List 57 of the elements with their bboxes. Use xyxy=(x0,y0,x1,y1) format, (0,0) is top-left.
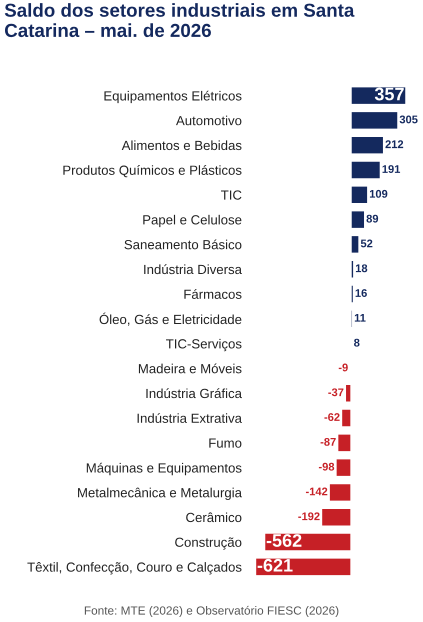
source-note: Fonte: MTE (2026) e Observatório FIESC (2026) xyxy=(84,606,338,618)
y-tick-label: Saneamento Básico xyxy=(124,239,242,250)
y-tick-label: Papel e Celulose xyxy=(143,214,242,228)
data-label: 18 xyxy=(356,264,368,272)
data-label: 357 xyxy=(374,88,404,100)
bar xyxy=(254,557,352,576)
data-label: -62 xyxy=(324,413,340,422)
y-tick-label: Metalmecânica e Metalurgia xyxy=(78,488,242,500)
y-tick-label: Fármacos xyxy=(184,289,242,299)
y-tick-label: Alimentos e Bebidas xyxy=(122,140,242,150)
bar xyxy=(328,482,352,502)
y-tick-label: Equipamentos Elétricos xyxy=(104,90,242,104)
bar xyxy=(350,136,384,155)
y-tick-label: Indústria Gráfica xyxy=(146,388,242,398)
bar xyxy=(350,260,354,279)
y-tick-label: Construção xyxy=(175,537,242,550)
bar xyxy=(350,160,382,180)
data-label: 191 xyxy=(382,165,400,173)
y-tick-label: Produtos Químicos e Plásticos xyxy=(63,165,242,178)
data-label: -192 xyxy=(298,512,320,520)
data-label: 11 xyxy=(354,314,366,322)
bar xyxy=(350,234,360,254)
y-tick-label: TIC-Serviços xyxy=(166,338,242,352)
data-label: -87 xyxy=(320,438,336,446)
data-label: 109 xyxy=(370,190,388,198)
y-tick-label: Cerâmico xyxy=(186,512,242,522)
y-tick-label: Indústria Extrativa xyxy=(138,413,242,423)
y-tick-label: TIC xyxy=(221,190,242,200)
y-tick-label: Automotivo xyxy=(176,116,242,126)
bar xyxy=(336,433,352,452)
y-tick-label: Madeira e Móveis xyxy=(138,363,242,374)
data-label: -98 xyxy=(318,462,334,471)
data-label: -37 xyxy=(328,388,344,396)
bar xyxy=(350,284,354,304)
bar xyxy=(350,210,366,230)
bar xyxy=(350,185,368,204)
y-tick-label: Têxtil, Confecção, Couro e Calçados xyxy=(27,562,242,574)
bar xyxy=(320,508,352,527)
data-label: 89 xyxy=(366,214,378,223)
bar xyxy=(344,384,352,403)
data-label: -142 xyxy=(306,488,328,496)
y-tick-label: Fumo xyxy=(209,438,242,448)
bar xyxy=(350,110,399,130)
data-label: 305 xyxy=(400,116,418,124)
data-label: 8 xyxy=(354,338,360,347)
bar xyxy=(335,458,352,478)
y-tick-label: Máquinas e Equipamentos xyxy=(86,462,242,476)
data-label: 16 xyxy=(356,289,367,297)
data-label: 212 xyxy=(385,140,404,148)
y-tick-label: Indústria Diversa xyxy=(144,264,242,274)
data-label: -621 xyxy=(258,558,293,572)
chart-title: Saldo dos setores industriais em Santa Catarina – mai. de 2026 xyxy=(4,3,354,38)
data-label: -9 xyxy=(338,364,348,372)
bar xyxy=(340,408,352,428)
y-tick-label: Óleo, Gás e Eletricidade xyxy=(100,312,242,326)
data-label: 52 xyxy=(360,240,372,248)
data-label: -562 xyxy=(266,534,302,547)
